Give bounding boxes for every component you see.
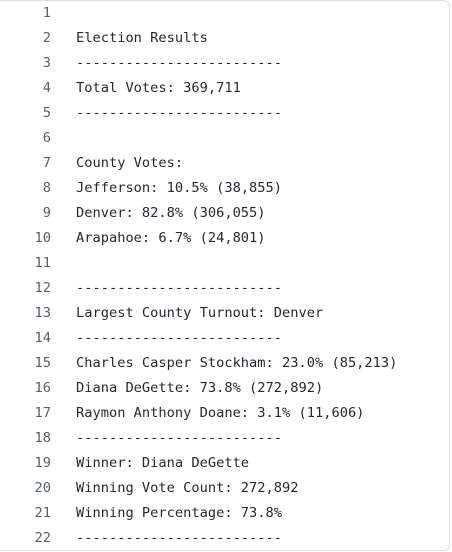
code-line: 8 Jefferson: 10.5% (38,855) bbox=[0, 176, 449, 201]
line-text: Jefferson: 10.5% (38,855) bbox=[76, 180, 283, 196]
line-text: Largest County Turnout: Denver bbox=[76, 305, 324, 321]
code-line: 10 Arapahoe: 6.7% (24,801) bbox=[0, 226, 449, 251]
line-text: ------------------------- bbox=[76, 55, 283, 71]
line-number: 17 bbox=[34, 405, 51, 421]
line-text: Winner: Diana DeGette bbox=[76, 455, 250, 471]
line-number: 1 bbox=[42, 5, 51, 21]
line-text: County Votes: bbox=[76, 155, 184, 171]
code-line: 15 Charles Casper Stockham: 23.0% (85,213… bbox=[0, 351, 449, 376]
line-number: 10 bbox=[34, 230, 51, 246]
line-text: ------------------------- bbox=[76, 105, 283, 121]
line-text: Charles Casper Stockham: 23.0% (85,213) bbox=[76, 355, 398, 371]
code-line: 16 Diana DeGette: 73.8% (272,892) bbox=[0, 376, 449, 401]
line-text: ------------------------- bbox=[76, 280, 283, 296]
code-line: 21 Winning Percentage: 73.8% bbox=[0, 501, 449, 526]
line-number: 11 bbox=[34, 255, 51, 271]
line-number: 22 bbox=[34, 530, 51, 546]
line-number: 3 bbox=[42, 55, 51, 71]
line-number: 14 bbox=[34, 330, 51, 346]
code-line: 22 ------------------------- bbox=[0, 526, 449, 551]
code-line: 7 County Votes: bbox=[0, 151, 449, 176]
line-text: Winning Percentage: 73.8% bbox=[76, 505, 283, 521]
line-text: ------------------------- bbox=[76, 430, 283, 446]
line-text: Denver: 82.8% (306,055) bbox=[76, 205, 266, 221]
code-line: 9 Denver: 82.8% (306,055) bbox=[0, 201, 449, 226]
line-text: Winning Vote Count: 272,892 bbox=[76, 480, 299, 496]
line-number: 4 bbox=[42, 80, 51, 96]
line-text: ------------------------- bbox=[76, 530, 283, 546]
code-line: 6 bbox=[0, 126, 449, 151]
code-line: 11 bbox=[0, 251, 449, 276]
line-number: 20 bbox=[34, 480, 51, 496]
code-line: 20 Winning Vote Count: 272,892 bbox=[0, 476, 449, 501]
code-line: 12 ------------------------- bbox=[0, 276, 449, 301]
line-number: 6 bbox=[42, 130, 51, 146]
line-number: 5 bbox=[42, 105, 51, 121]
line-number: 18 bbox=[34, 430, 51, 446]
line-number: 21 bbox=[34, 505, 51, 521]
line-number: 2 bbox=[42, 30, 51, 46]
code-line: 19 Winner: Diana DeGette bbox=[0, 451, 449, 476]
code-line: 18 ------------------------- bbox=[0, 426, 449, 451]
code-line: 4 Total Votes: 369,711 bbox=[0, 76, 449, 101]
line-number: 8 bbox=[42, 180, 51, 196]
code-line: 1 bbox=[0, 1, 449, 26]
line-text: ------------------------- bbox=[76, 330, 283, 346]
line-text: Raymon Anthony Doane: 3.1% (11,606) bbox=[76, 405, 365, 421]
line-text: Arapahoe: 6.7% (24,801) bbox=[76, 230, 266, 246]
line-number: 13 bbox=[34, 305, 51, 321]
line-number: 9 bbox=[42, 205, 51, 221]
line-number: 16 bbox=[34, 380, 51, 396]
code-line: 5 ------------------------- bbox=[0, 101, 449, 126]
line-number: 12 bbox=[34, 280, 51, 296]
line-number: 7 bbox=[42, 155, 51, 171]
line-text: Diana DeGette: 73.8% (272,892) bbox=[76, 380, 324, 396]
code-line: 3 ------------------------- bbox=[0, 51, 449, 76]
line-text: Election Results bbox=[76, 30, 208, 46]
line-number: 19 bbox=[34, 455, 51, 471]
code-line: 14 ------------------------- bbox=[0, 326, 449, 351]
code-line: 17 Raymon Anthony Doane: 3.1% (11,606) bbox=[0, 401, 449, 426]
line-number: 15 bbox=[34, 355, 51, 371]
line-text: Total Votes: 369,711 bbox=[76, 80, 241, 96]
code-line: 2 Election Results bbox=[0, 26, 449, 51]
code-line: 13 Largest County Turnout: Denver bbox=[0, 301, 449, 326]
